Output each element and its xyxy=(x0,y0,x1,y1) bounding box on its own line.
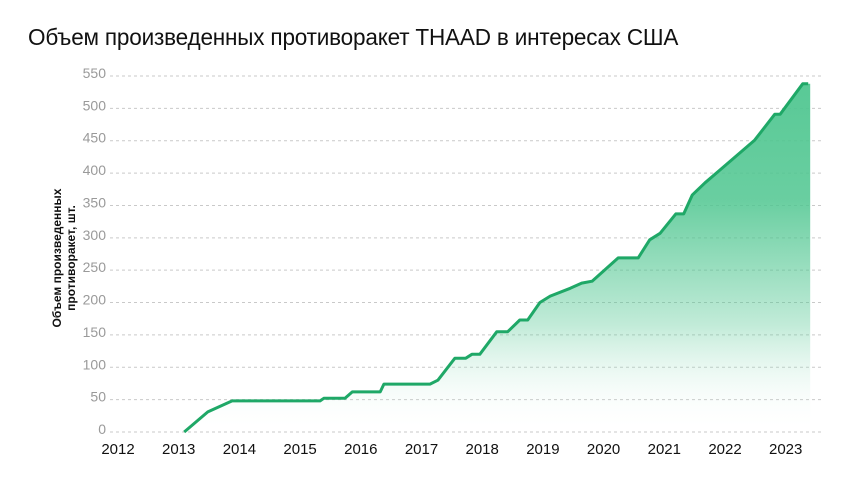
x-tick-label: 2013 xyxy=(162,441,195,458)
y-tick-label: 150 xyxy=(83,324,107,340)
y-tick-label: 550 xyxy=(83,65,107,81)
x-tick-label: 2016 xyxy=(344,441,377,458)
x-tick-label: 2015 xyxy=(283,441,316,458)
x-axis-ticks: 2012 2013 2014 2015 2016 2017 2018 2019 2020 2021… xyxy=(101,441,802,458)
y-tick-label: 250 xyxy=(83,259,107,275)
area-fill xyxy=(184,83,811,433)
x-tick-label: 2021 xyxy=(648,441,681,458)
y-tick-label: 300 xyxy=(83,227,107,243)
y-tick-label: 200 xyxy=(83,292,107,308)
x-tick-label: 2017 xyxy=(405,441,438,458)
chart-title: Объем произведенных противоракет THAAD в… xyxy=(28,24,679,50)
y-tick-label: 350 xyxy=(83,194,107,210)
x-tick-label: 2020 xyxy=(587,441,620,458)
y-tick-label: 500 xyxy=(83,97,107,113)
x-tick-label: 2012 xyxy=(101,441,134,458)
y-tick-label: 450 xyxy=(83,130,107,146)
x-tick-label: 2018 xyxy=(466,441,499,458)
y-tick-label: 0 xyxy=(98,421,106,437)
x-tick-label: 2014 xyxy=(223,441,256,458)
y-tick-label: 50 xyxy=(90,389,106,405)
x-tick-label: 2023 xyxy=(769,441,802,458)
x-tick-label: 2022 xyxy=(708,441,741,458)
y-tick-label: 100 xyxy=(83,356,107,372)
x-tick-label: 2019 xyxy=(526,441,559,458)
y-tick-label: 400 xyxy=(83,162,107,178)
y-axis-ticks: 0 50 100 150 200 250 300 350 400 450 500 550 xyxy=(83,65,107,437)
data-line xyxy=(183,82,809,434)
